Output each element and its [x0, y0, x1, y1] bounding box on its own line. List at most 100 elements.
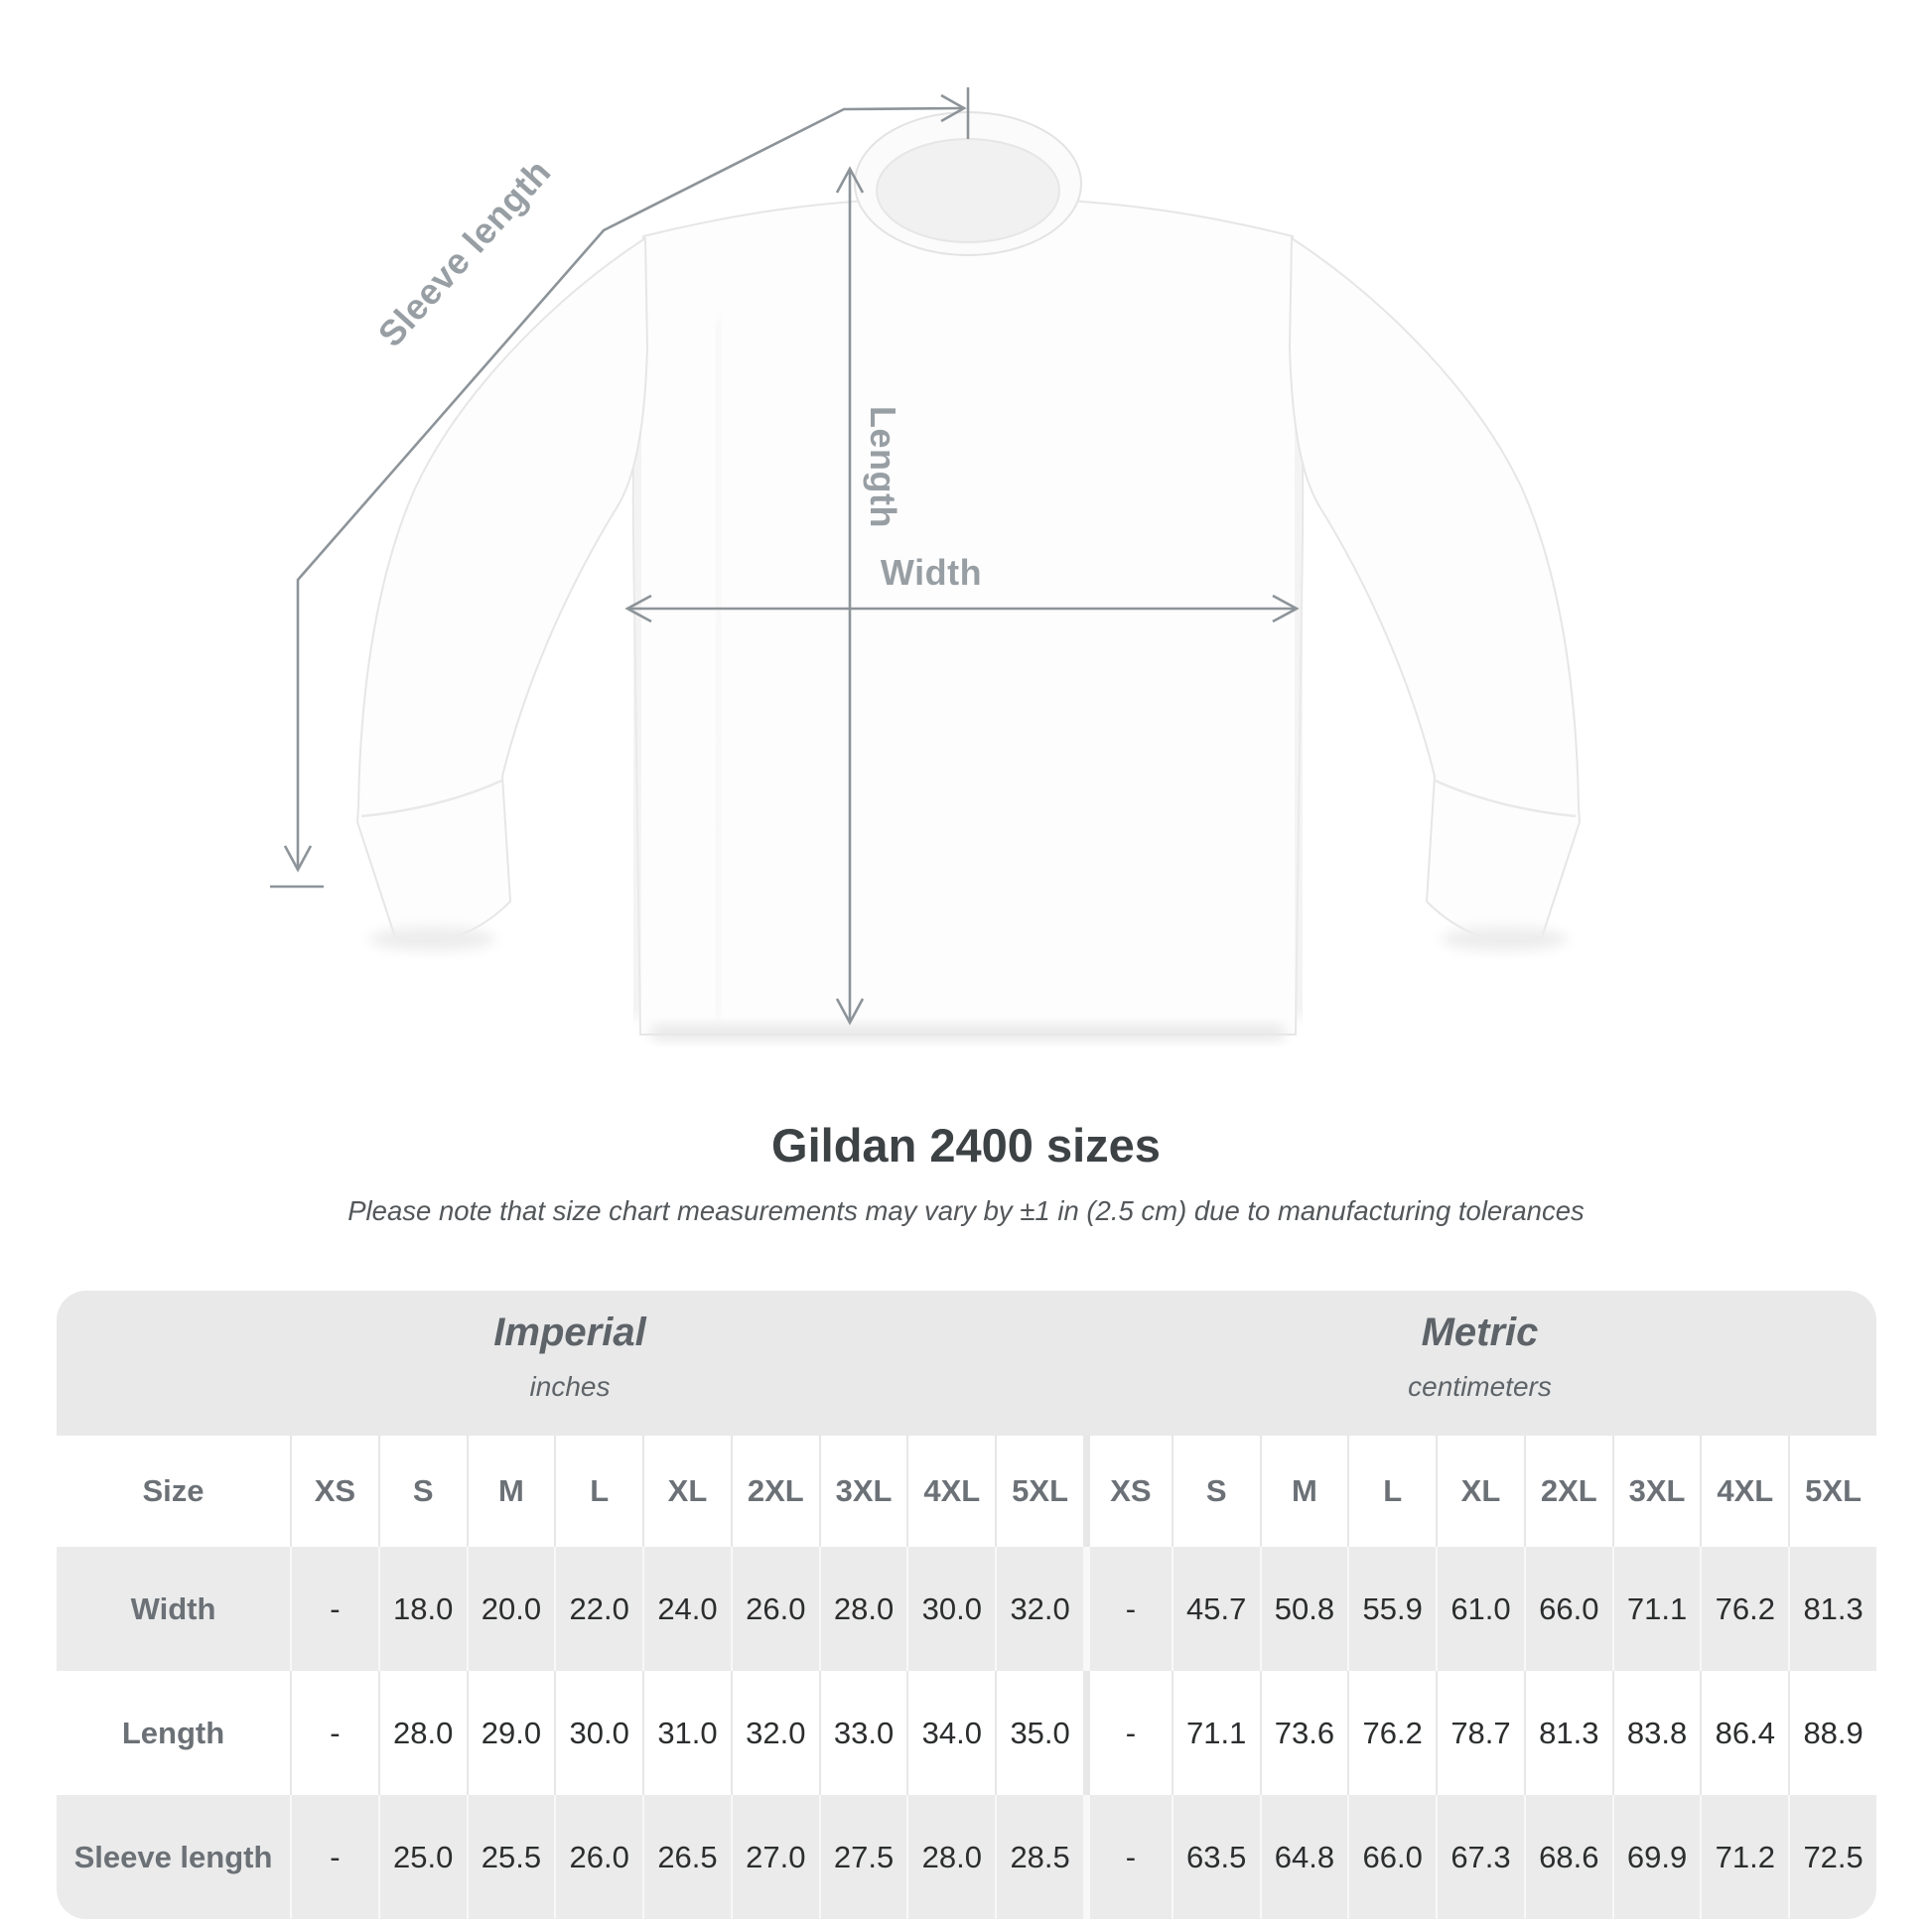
metric-value-cell: 64.8: [1259, 1795, 1348, 1919]
metric-size-header: M: [1259, 1436, 1348, 1547]
metric-value-cell: 68.6: [1523, 1795, 1612, 1919]
imperial-value-cell: 26.5: [642, 1795, 731, 1919]
imperial-value-cell: 34.0: [906, 1671, 995, 1795]
imperial-value-cell: 24.0: [642, 1547, 731, 1671]
imperial-value-cell: 28.0: [906, 1795, 995, 1919]
shirt-body: [631, 195, 1305, 1035]
metric-value-cell: 83.8: [1611, 1671, 1701, 1795]
size-header-row: Size XS S M L XL 2XL 3XL 4XL 5XL XS S M L XL 2XL 3XL 4XL 5…: [57, 1436, 1876, 1547]
metric-value-cell: 67.3: [1436, 1795, 1524, 1919]
metric-value-cell: 71.1: [1171, 1671, 1260, 1795]
right-cuff-shadow: [1441, 927, 1568, 951]
sleeve-length-arrow: [270, 87, 970, 889]
metric-value-cell: 50.8: [1259, 1547, 1348, 1671]
left-cuff-shadow: [369, 927, 496, 951]
metric-group-unit: centimeters: [1408, 1371, 1552, 1402]
imperial-value-cell: 18.0: [377, 1547, 467, 1671]
table-row: Width -18.0 20.0 22.0 24.0 26.0 28.0 30.0 32.0-4…: [57, 1547, 1876, 1671]
metric-value-cell: 71.2: [1700, 1795, 1788, 1919]
imperial-value-cell: 27.0: [730, 1795, 819, 1919]
table-rows: Width -18.0 20.0 22.0 24.0 26.0 28.0 30.0 32.0-4…: [57, 1547, 1876, 1919]
metric-value-cell: 61.0: [1436, 1547, 1524, 1671]
imperial-size-header: 3XL: [818, 1436, 907, 1547]
metric-value-cell: 63.5: [1171, 1795, 1260, 1919]
metric-size-header: 4XL: [1700, 1436, 1788, 1547]
imperial-size-header: 4XL: [906, 1436, 995, 1547]
imperial-value-cell: -: [290, 1795, 378, 1919]
size-table: Imperial inches Metric centimeters Size X…: [57, 1291, 1876, 1919]
length-label: Length: [863, 405, 903, 528]
hem-shadow: [650, 1025, 1286, 1040]
metric-value-cell: 81.3: [1788, 1547, 1876, 1671]
imperial-group-name: Imperial: [493, 1311, 646, 1354]
page-title: Gildan 2400 sizes: [771, 1119, 1161, 1172]
imperial-value-cell: 28.0: [818, 1547, 907, 1671]
metric-value-cell: 88.9: [1788, 1671, 1876, 1795]
collar-opening: [877, 139, 1059, 242]
metric-size-header: 2XL: [1523, 1436, 1612, 1547]
width-label: Width: [880, 552, 983, 593]
metric-size-header: 3XL: [1611, 1436, 1701, 1547]
metric-value-cell: 76.2: [1347, 1671, 1436, 1795]
imperial-group-unit: inches: [529, 1371, 611, 1402]
imperial-value-cell: -: [290, 1547, 378, 1671]
metric-value-cell: -: [1083, 1547, 1172, 1671]
imperial-value-cell: 33.0: [818, 1671, 907, 1795]
metric-group: Metric centimeters: [1083, 1291, 1876, 1436]
table-row: Length -28.0 29.0 30.0 31.0 32.0 33.0 34.0 35.0-…: [57, 1671, 1876, 1795]
metric-value-cell: 71.1: [1611, 1547, 1701, 1671]
imperial-value-cell: 25.0: [377, 1795, 467, 1919]
imperial-size-header: XS: [290, 1436, 378, 1547]
left-cuff-seam: [360, 778, 503, 818]
metric-value-cell: -: [1083, 1671, 1172, 1795]
metric-size-header: XL: [1436, 1436, 1524, 1547]
shirt-measure-diagram: Sleeve length Length Width: [270, 87, 1582, 1040]
imperial-value-cell: -: [290, 1671, 378, 1795]
imperial-value-cell: 32.0: [730, 1671, 819, 1795]
metric-value-cell: 66.0: [1347, 1795, 1436, 1919]
imperial-value-cell: 26.0: [554, 1795, 642, 1919]
metric-value-cell: 73.6: [1259, 1671, 1348, 1795]
imperial-value-cell: 20.0: [466, 1547, 555, 1671]
imperial-value-cell: 25.5: [466, 1795, 555, 1919]
metric-value-cell: 86.4: [1700, 1671, 1788, 1795]
row-label: Sleeve length: [73, 1839, 273, 1874]
imperial-size-header: L: [554, 1436, 642, 1547]
metric-size-header: S: [1171, 1436, 1260, 1547]
shirt-diagram-svg: [270, 87, 1582, 1040]
imperial-size-header: XL: [642, 1436, 731, 1547]
collar-band: [854, 111, 1081, 256]
length-arrow: [835, 166, 865, 1026]
table-row: Sleeve length -25.0 25.5 26.0 26.5 27.0 27.5 28…: [57, 1795, 1876, 1919]
imperial-value-cell: 22.0: [554, 1547, 642, 1671]
imperial-value-cell: 28.5: [995, 1795, 1083, 1919]
tolerance-note: Please note that size chart measurements…: [347, 1195, 1585, 1226]
metric-value-cell: 55.9: [1347, 1547, 1436, 1671]
imperial-value-cell: 35.0: [995, 1671, 1083, 1795]
metric-group-name: Metric: [1421, 1311, 1539, 1354]
imperial-value-cell: 28.0: [377, 1671, 467, 1795]
width-arrow: [624, 594, 1300, 623]
metric-size-header: 5XL: [1788, 1436, 1876, 1547]
imperial-value-cell: 30.0: [906, 1547, 995, 1671]
right-cuff-seam: [1434, 778, 1577, 818]
unit-band: Imperial inches Metric centimeters: [57, 1291, 1876, 1436]
imperial-size-header: 2XL: [730, 1436, 819, 1547]
metric-value-cell: 76.2: [1700, 1547, 1788, 1671]
imperial-value-cell: 30.0: [554, 1671, 642, 1795]
body-crease: [714, 317, 723, 1019]
right-sleeve: [1288, 236, 1582, 943]
metric-size-header: L: [1347, 1436, 1436, 1547]
metric-value-cell: 72.5: [1788, 1795, 1876, 1919]
size-col-header: Size: [142, 1473, 205, 1508]
imperial-size-header: 5XL: [995, 1436, 1083, 1547]
imperial-value-cell: 31.0: [642, 1671, 731, 1795]
metric-value-cell: 66.0: [1523, 1547, 1612, 1671]
imperial-value-cell: 27.5: [818, 1795, 907, 1919]
imperial-size-header: M: [466, 1436, 555, 1547]
metric-value-cell: 81.3: [1523, 1671, 1612, 1795]
row-label: Width: [130, 1590, 216, 1626]
metric-value-cell: 45.7: [1171, 1547, 1260, 1671]
row-label: Length: [121, 1715, 225, 1750]
